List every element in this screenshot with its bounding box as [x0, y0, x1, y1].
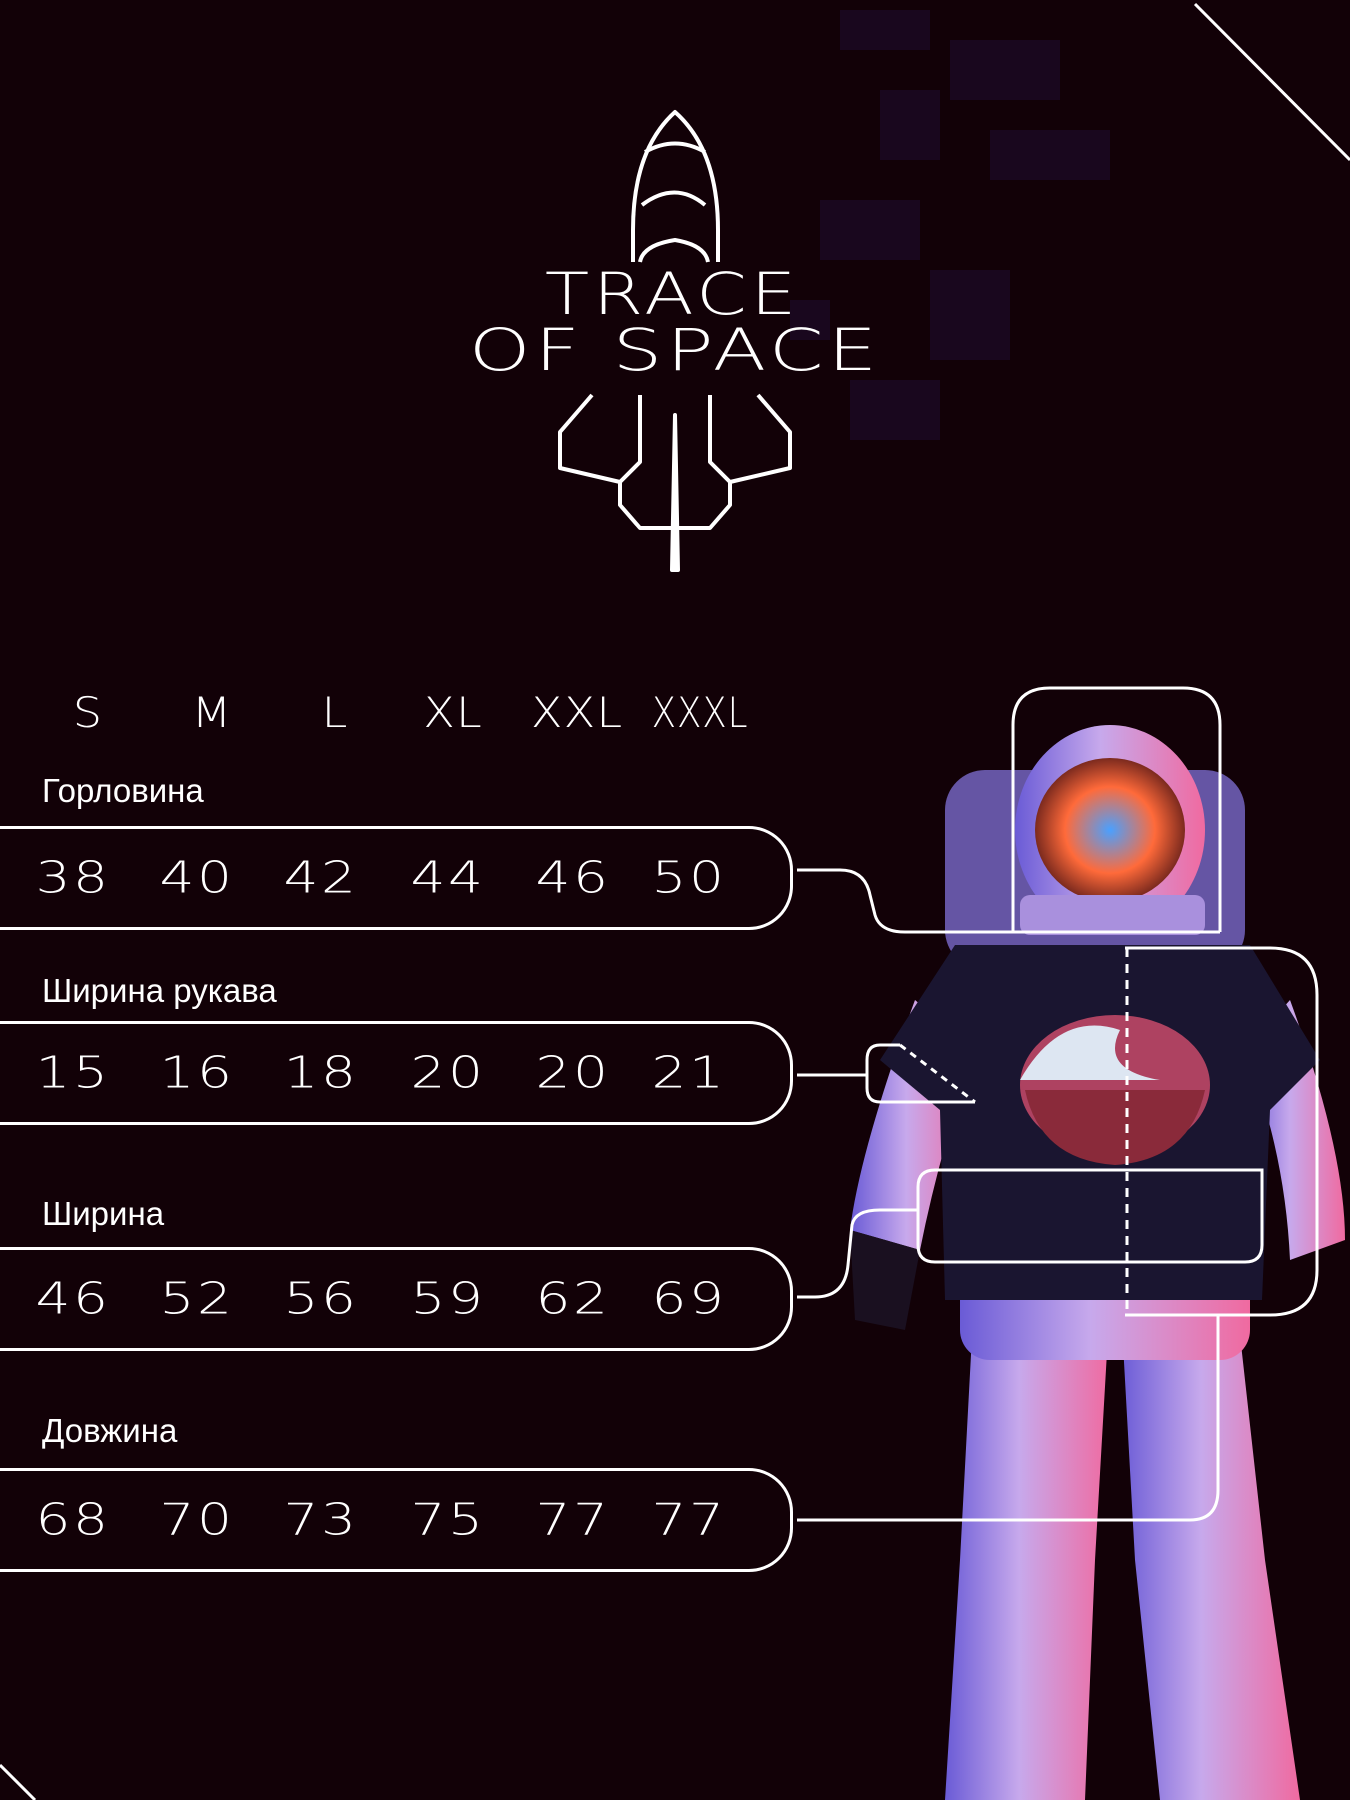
value-cell: 59 [410, 1273, 486, 1325]
size-xxxl: XXXL [651, 688, 749, 737]
value-cell: 38 [35, 852, 111, 904]
row-length: 68 70 73 75 77 77 [0, 1468, 793, 1572]
value-cell: 56 [283, 1273, 359, 1325]
value-cell: 16 [159, 1047, 235, 1099]
value-cell: 77 [651, 1494, 727, 1546]
value-cell: 46 [535, 852, 611, 904]
value-cell: 44 [410, 852, 486, 904]
helmet-visor [1035, 758, 1185, 902]
brand-wordmark: TRACE OF SPACE [0, 260, 1350, 384]
brand-line1: TRACE [544, 260, 801, 328]
value-cell: 21 [651, 1047, 727, 1099]
row-label-width: Ширина [42, 1195, 165, 1232]
value-cell: 62 [535, 1273, 611, 1325]
length-connector [797, 1315, 1220, 1522]
value-cell: 75 [410, 1494, 486, 1546]
row-label-length: Довжина [42, 1412, 178, 1449]
value-cell: 15 [35, 1047, 111, 1099]
width-outline [916, 1168, 1264, 1264]
neck-connector [797, 868, 1220, 934]
value-cell: 20 [410, 1047, 486, 1099]
neck-outline [1011, 686, 1222, 932]
value-cell: 46 [35, 1273, 111, 1325]
row-sleeve-width: 15 16 18 20 20 21 [0, 1021, 793, 1125]
value-cell: 77 [535, 1494, 611, 1546]
value-cell: 20 [535, 1047, 611, 1099]
value-cell: 18 [283, 1047, 359, 1099]
corner-line [0, 1763, 37, 1800]
value-cell: 40 [159, 852, 235, 904]
value-cell: 52 [159, 1273, 235, 1325]
value-cell: 42 [283, 852, 359, 904]
width-connector [797, 1208, 918, 1299]
length-outline [1125, 946, 1319, 1317]
value-cell: 73 [283, 1494, 359, 1546]
corner-line [1193, 2, 1350, 162]
size-m: M [191, 688, 233, 737]
size-xl: XL [423, 688, 483, 737]
row-label-neck: Горловина [42, 772, 204, 809]
value-cell: 69 [651, 1273, 727, 1325]
size-xxl: XXL [530, 688, 624, 737]
row-neck: 38 40 42 44 46 50 [0, 826, 793, 930]
row-label-sleeve-width: Ширина рукава [42, 972, 277, 1009]
value-cell: 70 [159, 1494, 235, 1546]
brand-line2: OF SPACE [468, 316, 882, 384]
value-cell: 50 [651, 852, 727, 904]
row-width: 46 52 56 59 62 69 [0, 1247, 793, 1351]
value-cell: 68 [35, 1494, 111, 1546]
size-s: S [72, 688, 104, 737]
size-l: L [321, 688, 349, 737]
